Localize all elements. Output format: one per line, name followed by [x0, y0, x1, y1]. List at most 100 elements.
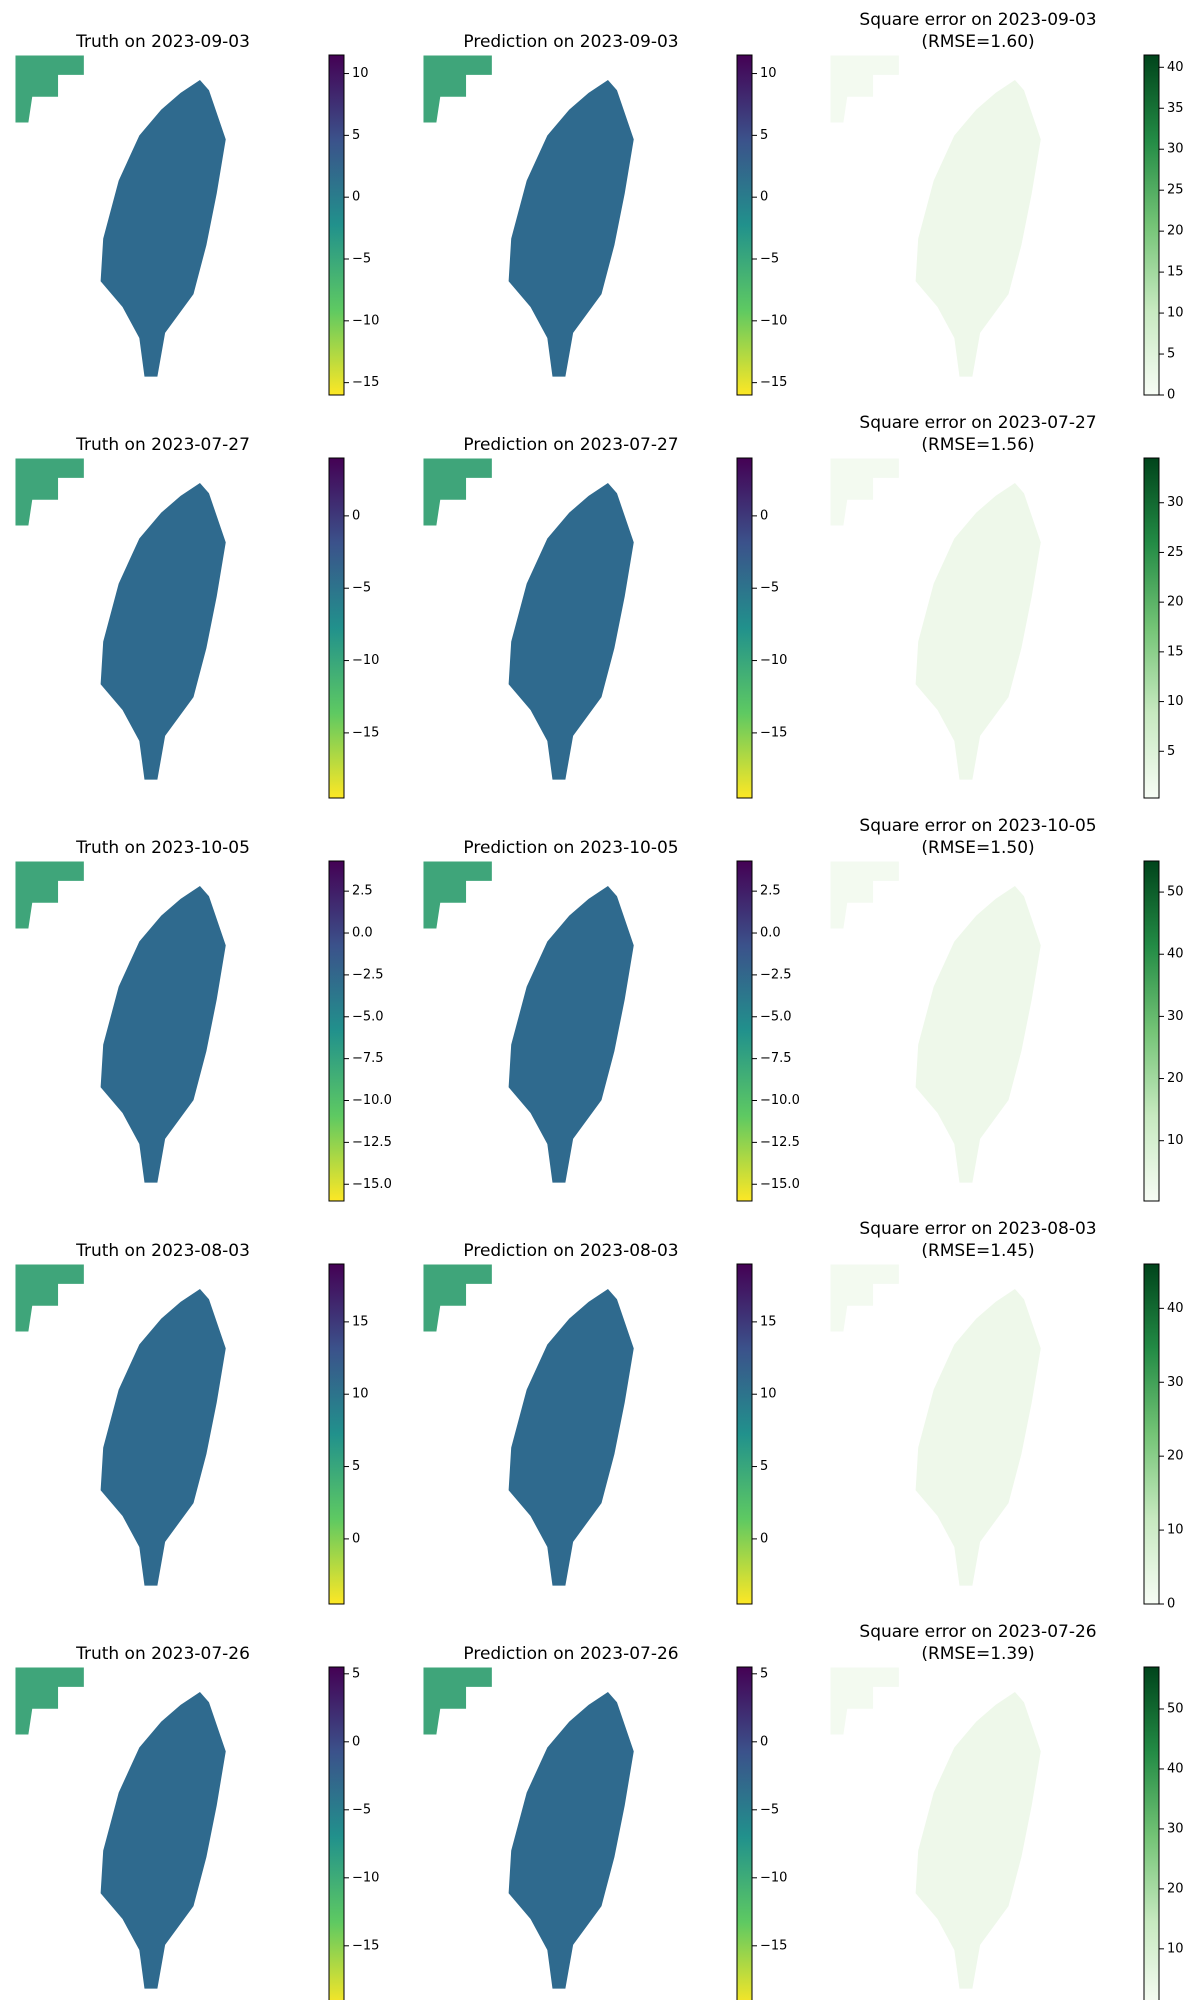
- panel-title: Truth on 2023-07-27: [75, 435, 250, 455]
- colorbar: [1143, 54, 1160, 396]
- colorbar-tick-label: −5.0: [352, 1009, 384, 1024]
- colorbar-tick-label: 5: [352, 1666, 360, 1681]
- colorbar-tick-label: 50: [1167, 1701, 1184, 1716]
- colorbar: [328, 860, 345, 1202]
- colorbar: [328, 1666, 345, 2000]
- panel-title: Square error on 2023-08-03: [859, 1219, 1096, 1239]
- colorbar-tick-label: 5: [352, 1459, 360, 1474]
- colorbar-tick-label: 10: [1167, 1523, 1184, 1538]
- map-islands: [830, 1667, 899, 1735]
- colorbar-tick-label: 30: [1167, 1375, 1184, 1390]
- colorbar-tick-label: 20: [1167, 1449, 1184, 1464]
- colorbar-tick-label: −10: [352, 1870, 379, 1885]
- panel-title: Square error on 2023-09-03: [859, 10, 1096, 30]
- map-land: [100, 1288, 226, 1586]
- map-islands: [423, 861, 492, 929]
- colorbar-tick-label: 0: [352, 508, 360, 523]
- colorbar-tick-label: 15: [352, 1314, 369, 1329]
- panel-subtitle: (RMSE=1.56): [921, 435, 1034, 455]
- map-islands: [423, 55, 492, 123]
- colorbar-tick-label: 10: [1167, 1133, 1184, 1148]
- colorbar-tick-label: −10: [352, 653, 379, 668]
- colorbar-tick-label: 0.0: [760, 926, 781, 941]
- colorbar-tick-label: −15: [352, 1938, 379, 1953]
- colorbar-tick-label: 30: [1167, 142, 1184, 157]
- colorbar-tick-label: 35: [1167, 101, 1184, 116]
- colorbar: [736, 1263, 753, 1605]
- map-land: [915, 482, 1041, 780]
- colorbar-tick-label: 0: [1167, 388, 1175, 403]
- colorbar-tick-label: −10: [760, 1870, 787, 1885]
- colorbar: [328, 54, 345, 396]
- colorbar-tick-label: −10.0: [760, 1093, 800, 1108]
- map-islands: [15, 861, 84, 929]
- colorbar-tick-label: 50: [1167, 885, 1184, 900]
- colorbar-tick-label: 15: [760, 1314, 777, 1329]
- colorbar-tick-label: 40: [1167, 1301, 1184, 1316]
- colorbar-tick-label: −10: [760, 313, 787, 328]
- colorbar-tick-label: 0: [760, 1734, 768, 1749]
- colorbar-tick-label: 20: [1167, 1071, 1184, 1086]
- colorbar-tick-label: 40: [1167, 947, 1184, 962]
- panel-title: Prediction on 2023-07-26: [463, 1644, 678, 1664]
- map-islands: [830, 458, 899, 526]
- map-land: [915, 1691, 1041, 1989]
- panel-title: Truth on 2023-09-03: [75, 32, 250, 52]
- colorbar-tick-label: 25: [1167, 183, 1184, 198]
- colorbar-tick-label: −2.5: [760, 967, 792, 982]
- colorbar-tick-label: −7.5: [760, 1051, 792, 1066]
- colorbar-tick-label: 15: [1167, 644, 1184, 659]
- map-land: [508, 79, 634, 377]
- colorbar-tick-label: 0: [1167, 1597, 1175, 1612]
- map-land: [508, 482, 634, 780]
- panel-subtitle: (RMSE=1.39): [921, 1644, 1034, 1664]
- map-islands: [423, 1264, 492, 1332]
- colorbar-tick-label: 40: [1167, 1761, 1184, 1776]
- colorbar-tick-label: 10: [760, 66, 777, 81]
- map-land: [915, 79, 1041, 377]
- panel-title: Square error on 2023-10-05: [859, 816, 1096, 836]
- colorbar-tick-label: 5: [760, 1666, 768, 1681]
- colorbar-tick-label: −10.0: [352, 1093, 392, 1108]
- colorbar-tick-label: 0: [352, 190, 360, 205]
- colorbar-tick-label: 2.5: [352, 884, 373, 899]
- panel-title: Prediction on 2023-10-05: [463, 838, 678, 858]
- colorbar-tick-label: −5: [352, 252, 371, 267]
- colorbar-tick-label: −5: [760, 1802, 779, 1817]
- colorbar-tick-label: 40: [1167, 60, 1184, 75]
- map-islands: [15, 1667, 84, 1735]
- map-land: [508, 1288, 634, 1586]
- map-land: [508, 1691, 634, 1989]
- colorbar-tick-label: 25: [1167, 545, 1184, 560]
- colorbar-tick-label: −10: [760, 653, 787, 668]
- panel-title: Square error on 2023-07-26: [859, 1622, 1096, 1642]
- map-land: [915, 1288, 1041, 1586]
- colorbar: [736, 1666, 753, 2000]
- colorbar-tick-label: −5: [352, 581, 371, 596]
- colorbar-tick-label: 15: [1167, 265, 1184, 280]
- map-land: [100, 1691, 226, 1989]
- map-land: [100, 79, 226, 377]
- colorbar-tick-label: −5: [352, 1802, 371, 1817]
- colorbar-tick-label: −15: [352, 725, 379, 740]
- colorbar-tick-label: −5: [760, 252, 779, 267]
- panel-subtitle: (RMSE=1.60): [921, 32, 1034, 52]
- panel-title: Prediction on 2023-08-03: [463, 1241, 678, 1261]
- map-land: [508, 885, 634, 1183]
- panel-title: Truth on 2023-07-26: [75, 1644, 250, 1664]
- colorbar-tick-label: 5: [1167, 744, 1175, 759]
- colorbar: [1143, 457, 1160, 799]
- colorbar-tick-label: −15: [760, 725, 787, 740]
- colorbar-tick-label: −15: [760, 375, 787, 390]
- colorbar-tick-label: 20: [1167, 595, 1184, 610]
- map-islands: [830, 55, 899, 123]
- map-land: [915, 885, 1041, 1183]
- map-land: [100, 482, 226, 780]
- colorbar-tick-label: 30: [1167, 1009, 1184, 1024]
- colorbar-tick-label: −12.5: [760, 1135, 800, 1150]
- panel-title: Truth on 2023-08-03: [75, 1241, 250, 1261]
- colorbar: [1143, 860, 1160, 1202]
- colorbar-tick-label: 5: [760, 1459, 768, 1474]
